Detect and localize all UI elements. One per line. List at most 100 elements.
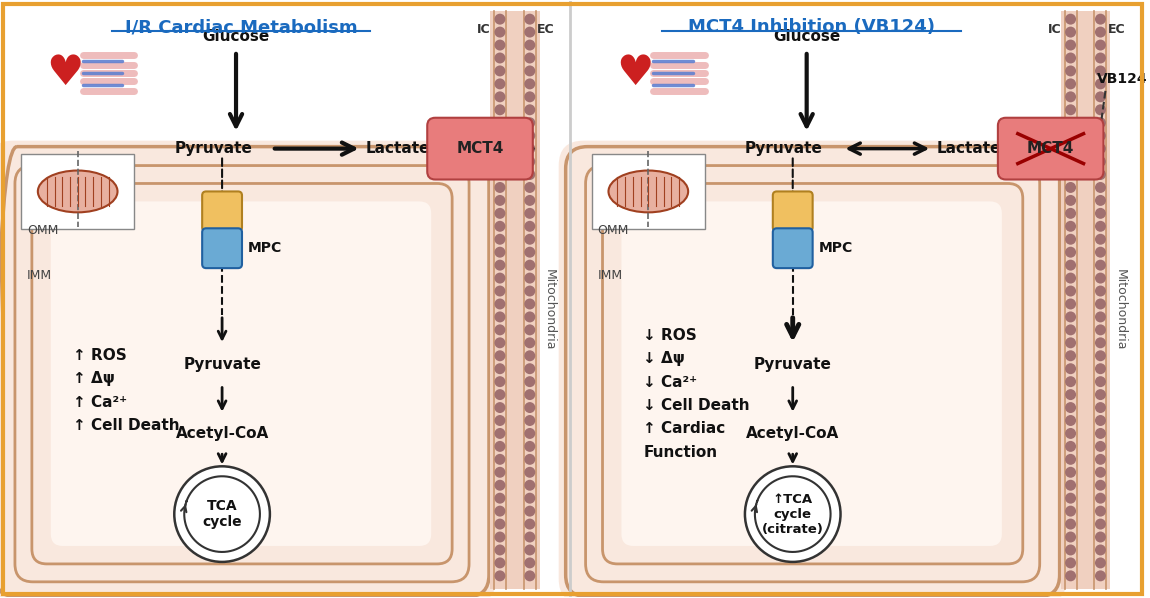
Circle shape xyxy=(494,363,505,374)
Circle shape xyxy=(494,65,505,77)
Text: Pyruvate: Pyruvate xyxy=(745,141,822,156)
Circle shape xyxy=(1095,169,1106,180)
Circle shape xyxy=(494,350,505,361)
Circle shape xyxy=(494,14,505,25)
Circle shape xyxy=(524,363,535,374)
Circle shape xyxy=(494,480,505,491)
Circle shape xyxy=(524,14,535,25)
Circle shape xyxy=(494,39,505,50)
Circle shape xyxy=(1065,53,1076,63)
Circle shape xyxy=(1065,208,1076,219)
Circle shape xyxy=(524,91,535,102)
Circle shape xyxy=(1095,480,1106,491)
Circle shape xyxy=(494,156,505,167)
Circle shape xyxy=(494,545,505,556)
Circle shape xyxy=(524,428,535,439)
Circle shape xyxy=(1095,221,1106,232)
Circle shape xyxy=(1095,182,1106,193)
Circle shape xyxy=(524,532,535,542)
Circle shape xyxy=(1095,415,1106,426)
FancyBboxPatch shape xyxy=(0,141,496,598)
Circle shape xyxy=(1095,557,1106,568)
Circle shape xyxy=(524,247,535,258)
Circle shape xyxy=(1095,286,1106,297)
Circle shape xyxy=(1065,195,1076,206)
Circle shape xyxy=(1095,78,1106,89)
Text: IC: IC xyxy=(1048,23,1061,36)
Circle shape xyxy=(494,312,505,322)
Circle shape xyxy=(524,402,535,413)
Text: Acetyl-CoA: Acetyl-CoA xyxy=(746,426,840,441)
Circle shape xyxy=(494,169,505,180)
Circle shape xyxy=(1095,493,1106,504)
Circle shape xyxy=(1095,337,1106,348)
Circle shape xyxy=(1065,428,1076,439)
Circle shape xyxy=(1095,363,1106,374)
Circle shape xyxy=(1065,143,1076,154)
Circle shape xyxy=(1095,247,1106,258)
Circle shape xyxy=(494,104,505,115)
Circle shape xyxy=(1065,570,1076,581)
Text: Pyruvate: Pyruvate xyxy=(753,357,831,372)
Text: EC: EC xyxy=(1107,23,1125,36)
Circle shape xyxy=(524,415,535,426)
Circle shape xyxy=(1095,545,1106,556)
FancyBboxPatch shape xyxy=(202,228,241,268)
Circle shape xyxy=(524,493,535,504)
Circle shape xyxy=(1065,182,1076,193)
Circle shape xyxy=(524,557,535,568)
Circle shape xyxy=(494,53,505,63)
Circle shape xyxy=(524,104,535,115)
Circle shape xyxy=(524,454,535,465)
Text: Lactate: Lactate xyxy=(366,141,430,156)
Circle shape xyxy=(494,467,505,478)
Circle shape xyxy=(494,532,505,542)
Circle shape xyxy=(1065,441,1076,452)
Circle shape xyxy=(1065,532,1076,542)
Text: ♥: ♥ xyxy=(616,52,654,94)
Circle shape xyxy=(524,234,535,245)
Circle shape xyxy=(1065,65,1076,77)
Circle shape xyxy=(1095,532,1106,542)
Circle shape xyxy=(1065,298,1076,309)
Text: Glucose: Glucose xyxy=(202,29,269,44)
Circle shape xyxy=(1065,480,1076,491)
Circle shape xyxy=(494,221,505,232)
Circle shape xyxy=(524,467,535,478)
Circle shape xyxy=(524,117,535,128)
Circle shape xyxy=(524,298,535,309)
FancyBboxPatch shape xyxy=(998,118,1104,179)
Circle shape xyxy=(524,545,535,556)
Circle shape xyxy=(524,65,535,77)
Circle shape xyxy=(524,53,535,63)
Circle shape xyxy=(524,27,535,38)
FancyBboxPatch shape xyxy=(21,154,135,229)
Circle shape xyxy=(524,156,535,167)
Circle shape xyxy=(1095,441,1106,452)
Circle shape xyxy=(524,312,535,322)
Circle shape xyxy=(1095,195,1106,206)
Circle shape xyxy=(494,247,505,258)
Circle shape xyxy=(1065,156,1076,167)
Circle shape xyxy=(524,480,535,491)
Circle shape xyxy=(1065,557,1076,568)
Circle shape xyxy=(494,454,505,465)
Circle shape xyxy=(1095,39,1106,50)
Circle shape xyxy=(524,260,535,271)
Circle shape xyxy=(1065,324,1076,335)
Circle shape xyxy=(1095,91,1106,102)
Text: MCT4: MCT4 xyxy=(1027,141,1074,156)
Text: Acetyl-CoA: Acetyl-CoA xyxy=(176,426,269,441)
Circle shape xyxy=(494,389,505,400)
Circle shape xyxy=(1065,518,1076,530)
Ellipse shape xyxy=(608,170,688,212)
Circle shape xyxy=(1095,208,1106,219)
Circle shape xyxy=(1065,260,1076,271)
Text: IMM: IMM xyxy=(26,269,52,282)
FancyBboxPatch shape xyxy=(591,154,705,229)
Circle shape xyxy=(1095,27,1106,38)
Circle shape xyxy=(524,39,535,50)
Circle shape xyxy=(175,466,270,562)
Text: Glucose: Glucose xyxy=(773,29,841,44)
Circle shape xyxy=(1065,169,1076,180)
